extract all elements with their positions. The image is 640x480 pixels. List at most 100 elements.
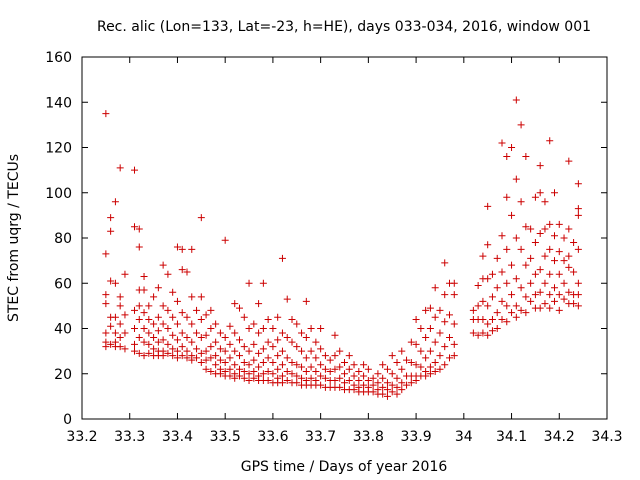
data-point [145, 329, 153, 337]
data-point [484, 241, 492, 249]
data-point [403, 356, 411, 364]
data-point [570, 239, 578, 247]
data-point [202, 347, 210, 355]
x-tick-label: 33.8 [353, 429, 384, 445]
data-point [302, 334, 310, 342]
data-point [116, 293, 124, 301]
data-point [226, 354, 234, 362]
data-point [164, 349, 172, 357]
data-point [207, 354, 215, 362]
data-point [551, 232, 558, 240]
data-point [302, 367, 310, 375]
data-point [178, 329, 186, 337]
data-point [150, 320, 158, 328]
data-point [269, 358, 277, 366]
data-point [426, 304, 434, 312]
data-point [574, 211, 582, 219]
data-point [374, 370, 382, 378]
data-point [288, 315, 296, 323]
data-point [245, 361, 253, 369]
data-point [551, 297, 558, 305]
data-point [278, 361, 286, 369]
data-point [398, 347, 406, 355]
data-point [150, 293, 158, 301]
data-point [555, 220, 563, 228]
data-point [111, 198, 119, 206]
data-point [207, 343, 215, 351]
data-point [102, 250, 110, 258]
data-point [517, 245, 525, 253]
data-point [379, 390, 387, 398]
y-tick-label: 60 [54, 276, 72, 292]
data-point [493, 325, 501, 332]
data-point [546, 304, 554, 312]
data-point [116, 320, 124, 328]
data-point [560, 257, 568, 265]
data-point [479, 297, 487, 305]
data-point [326, 367, 334, 375]
data-point [212, 338, 220, 346]
data-point [350, 372, 358, 380]
x-tick-label: 34.1 [496, 429, 527, 445]
data-point [173, 320, 181, 328]
data-point [574, 245, 582, 253]
data-point [159, 261, 167, 269]
data-point [135, 315, 143, 323]
data-point [422, 306, 430, 314]
data-point [131, 340, 138, 348]
data-point [317, 372, 325, 380]
data-point [531, 270, 539, 278]
x-tick-label: 33.5 [210, 429, 241, 445]
data-point [484, 320, 492, 328]
data-point [102, 291, 110, 299]
data-point [508, 309, 516, 317]
data-point [159, 352, 167, 360]
data-point [259, 358, 267, 366]
data-point [193, 345, 201, 353]
data-point [503, 153, 511, 161]
data-point [574, 279, 582, 287]
y-tick-label: 40 [54, 322, 72, 338]
data-point [283, 334, 291, 342]
data-point [102, 300, 110, 308]
data-point [178, 309, 186, 317]
data-point [240, 358, 248, 366]
data-point [450, 352, 458, 360]
data-point [364, 377, 372, 385]
data-point [383, 365, 391, 373]
data-point [450, 320, 458, 328]
data-point [245, 370, 253, 378]
data-point [240, 374, 248, 382]
data-point [417, 325, 425, 332]
data-point [398, 379, 406, 387]
data-point [188, 320, 196, 328]
data-point [298, 329, 306, 337]
data-point [193, 329, 201, 337]
data-point [493, 254, 501, 262]
data-point [503, 302, 511, 310]
data-point [173, 297, 181, 305]
data-point [131, 325, 138, 332]
data-point [345, 352, 353, 360]
data-point [422, 334, 430, 342]
data-point [341, 379, 348, 387]
data-point [336, 383, 344, 391]
y-tick-label: 120 [45, 141, 72, 157]
data-point [212, 320, 220, 328]
data-point [178, 266, 186, 274]
data-point [522, 223, 530, 231]
data-point [431, 284, 439, 292]
x-tick-label: 34 [455, 429, 473, 445]
data-point [288, 358, 296, 366]
data-point [508, 211, 516, 219]
data-point [245, 347, 253, 355]
data-point [527, 297, 535, 305]
data-point [331, 377, 339, 385]
data-point [446, 311, 453, 319]
data-point [207, 325, 215, 332]
data-point [355, 367, 363, 375]
data-point [154, 338, 162, 346]
data-point [102, 110, 110, 118]
data-point [145, 302, 153, 310]
data-point [379, 361, 387, 369]
